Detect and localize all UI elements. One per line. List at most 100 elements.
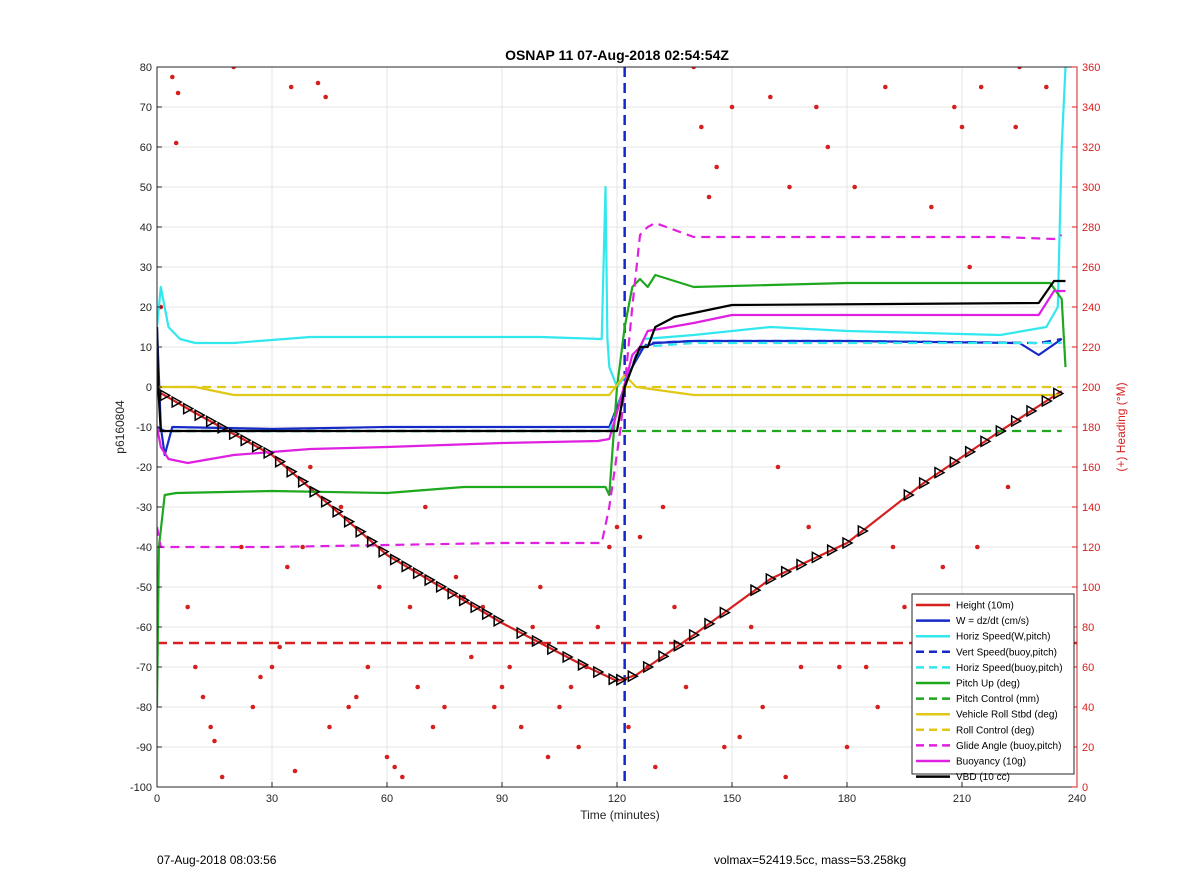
heading-point	[170, 74, 175, 80]
chevron-marker	[995, 424, 1007, 438]
heading-point	[844, 744, 850, 750]
chevron-marker	[1041, 394, 1053, 408]
heading-point	[760, 704, 765, 710]
x-tick-label: 30	[266, 793, 278, 805]
heading-point	[626, 724, 631, 730]
heading-point	[277, 644, 282, 650]
heading-point	[787, 184, 792, 190]
y-tick-label: 10	[140, 342, 152, 354]
heading-point	[185, 604, 190, 610]
y-axis-label: p6160804	[113, 400, 127, 454]
legend-label: Roll Control (deg)	[956, 725, 1034, 736]
chevron-marker	[389, 553, 402, 566]
chevron-marker	[949, 455, 961, 469]
chevron-marker	[355, 525, 367, 538]
chevron-marker	[608, 672, 620, 686]
chart-title: OSNAP 11 07-Aug-2018 02:54:54Z	[505, 47, 729, 63]
chevron-marker	[378, 545, 390, 558]
chevron-marker	[332, 505, 344, 518]
chevron-marker	[719, 606, 731, 619]
x-tick-label: 60	[381, 793, 393, 805]
chevron-marker	[447, 587, 459, 600]
y-tick-label: -20	[136, 462, 152, 474]
series-line-pitch-up-deg	[157, 273, 1067, 708]
heading-point	[415, 684, 420, 690]
y2-axis-label: (+) Heading (°M)	[1114, 382, 1128, 471]
heading-point	[660, 504, 666, 510]
chevron-marker	[616, 673, 628, 687]
y-tick-label: 20	[140, 302, 152, 314]
chevron-marker	[366, 535, 379, 548]
heading-point	[507, 664, 512, 670]
series-line-glide-angle-buoy-pitch	[157, 221, 1063, 549]
y2-tick-label: 200	[1082, 382, 1100, 394]
chevron-marker	[531, 634, 544, 648]
chevron-marker	[796, 558, 808, 571]
y-tick-label: -30	[136, 502, 152, 514]
chevron-marker	[516, 626, 528, 640]
y2-tick-label: 60	[1082, 662, 1094, 674]
legend-label: Height (10m)	[956, 601, 1014, 612]
heading-point	[699, 124, 704, 130]
heading-point	[875, 704, 880, 710]
y-tick-label: 60	[140, 142, 152, 154]
heading-point	[883, 84, 888, 90]
x-tick-label: 210	[953, 793, 971, 805]
heading-point	[545, 754, 551, 760]
heading-point	[250, 704, 256, 710]
heading-point	[208, 724, 213, 730]
heading-point	[902, 604, 907, 610]
heading-point	[239, 544, 244, 550]
y2-tick-label: 240	[1082, 302, 1100, 314]
heading-point	[557, 704, 562, 710]
heading-point	[377, 584, 382, 590]
x-tick-label: 150	[723, 793, 741, 805]
heading-point	[978, 84, 984, 90]
heading-point	[722, 744, 727, 750]
heading-point	[453, 574, 459, 580]
chevron-marker	[435, 580, 448, 594]
y-tick-label: 50	[140, 182, 152, 194]
chevron-marker	[918, 476, 931, 490]
heading-point	[825, 144, 831, 150]
chevron-marker	[240, 434, 252, 447]
chevron-marker	[964, 445, 977, 459]
heading-point	[315, 80, 321, 86]
chevron-marker	[1053, 387, 1065, 400]
chevron-marker	[481, 607, 494, 621]
legend: Height (10m) W = dz/dt (cm/s) Horiz Speed(…	[911, 593, 1075, 783]
chevron-marker	[1010, 414, 1023, 428]
heading-point	[384, 754, 390, 760]
heading-point	[288, 84, 294, 90]
heading-point	[814, 104, 819, 110]
chevron-marker	[780, 565, 793, 579]
heading-point	[783, 774, 788, 780]
series-line-vehicle-roll-stbd-deg	[157, 373, 1062, 397]
heading-point	[338, 504, 344, 510]
x-tick-label: 180	[838, 793, 856, 805]
heading-point	[890, 544, 896, 550]
chevron-marker	[251, 440, 264, 453]
chevron-marker	[593, 665, 605, 679]
heading-point	[737, 734, 742, 740]
chevron-marker	[547, 642, 559, 656]
heading-point	[469, 654, 474, 660]
heading-point	[173, 140, 179, 146]
y2-tick-label: 40	[1082, 702, 1094, 714]
heading-point	[327, 724, 332, 730]
chevron-marker	[642, 660, 655, 674]
chevron-marker	[309, 485, 321, 498]
heading-point	[423, 504, 428, 510]
chevron-marker	[412, 566, 425, 580]
heading-point	[714, 164, 719, 170]
series-line-buoyancy-10g	[157, 289, 1066, 465]
y2-tick-label: 320	[1082, 142, 1100, 154]
heading-point	[346, 704, 351, 710]
heading-point	[691, 67, 696, 70]
footer-timestamp: 07-Aug-2018 08:03:56	[157, 853, 277, 867]
chevron-marker	[493, 614, 505, 628]
chevron-marker	[424, 573, 436, 587]
y-tick-label: -40	[136, 542, 152, 554]
x-tick-label: 0	[154, 793, 160, 805]
